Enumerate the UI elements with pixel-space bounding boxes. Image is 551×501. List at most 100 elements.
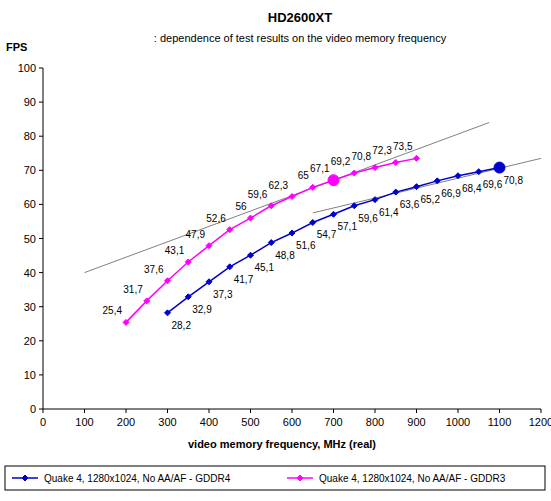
- data-label: 65,2: [421, 194, 441, 205]
- x-tick-label: 600: [283, 416, 301, 428]
- legend-label: Quake 4, 1280x1024, No AA/AF - GDDR3: [319, 473, 506, 484]
- legend-marker: [22, 475, 28, 481]
- y-tick-label: 100: [18, 62, 36, 74]
- series-marker: [268, 203, 274, 209]
- y-tick: [39, 272, 43, 273]
- x-tick-label: 700: [324, 416, 342, 428]
- series-marker: [165, 278, 171, 284]
- data-label: 25,4: [103, 305, 123, 316]
- series-marker: [289, 194, 295, 200]
- x-tick: [84, 409, 85, 413]
- data-label: 37,3: [213, 289, 233, 300]
- data-label: 28,2: [172, 320, 192, 331]
- series-marker: [414, 155, 420, 161]
- y-tick: [39, 409, 43, 410]
- series-marker: [227, 264, 233, 270]
- series-marker: [144, 298, 150, 304]
- series-marker: [351, 170, 357, 176]
- x-tick-label: 500: [241, 416, 259, 428]
- data-label: 54,7: [317, 229, 337, 240]
- data-label: 41,7: [234, 274, 254, 285]
- legend-marker: [297, 475, 303, 481]
- y-tick-label: 90: [24, 96, 36, 108]
- x-tick: [458, 409, 459, 413]
- x-tick: [250, 409, 251, 413]
- y-tick: [39, 238, 43, 239]
- x-axis-label: video memory frequency, MHz (real): [188, 438, 376, 450]
- series-marker: [289, 230, 295, 236]
- x-tick: [499, 409, 500, 413]
- x-tick-label: 1000: [446, 416, 470, 428]
- data-label: 65: [298, 170, 310, 181]
- series-marker: [268, 240, 274, 246]
- data-label: 48,8: [275, 250, 295, 261]
- series-marker: [455, 173, 461, 179]
- series-marker: [248, 215, 254, 221]
- series-line: [168, 168, 500, 313]
- series-marker: [372, 197, 378, 203]
- series-marker: [351, 203, 357, 209]
- y-tick-label: 60: [24, 198, 36, 210]
- background: [0, 0, 551, 501]
- x-tick: [209, 409, 210, 413]
- data-label: 32,9: [192, 304, 212, 315]
- data-label: 45,1: [255, 262, 275, 273]
- series-marker: [434, 178, 440, 184]
- x-tick: [416, 409, 417, 413]
- trend-line: [85, 123, 490, 273]
- data-label: 31,7: [123, 284, 143, 295]
- x-tick: [292, 409, 293, 413]
- data-label: 52,6: [206, 213, 226, 224]
- y-tick-label: 20: [24, 335, 36, 347]
- series-marker: [185, 259, 191, 265]
- y-tick-label: 0: [30, 403, 36, 415]
- legend-label: Quake 4, 1280x1024, No AA/AF - GDDR4: [44, 473, 231, 484]
- data-label: 47,9: [186, 229, 206, 240]
- x-tick-label: 1200: [529, 416, 551, 428]
- series-marker: [331, 211, 337, 217]
- y-axis-label: FPS: [6, 41, 27, 53]
- data-label: 56: [235, 201, 247, 212]
- data-label: 73,5: [393, 141, 413, 152]
- y-tick: [39, 340, 43, 341]
- series-marker: [206, 279, 212, 285]
- highlight-point: [328, 175, 339, 186]
- data-label: 67,1: [310, 163, 330, 174]
- y-tick: [39, 306, 43, 307]
- title: HD2600XT: [268, 10, 332, 25]
- data-label: 59,6: [358, 213, 378, 224]
- data-label: 51,6: [296, 240, 316, 251]
- data-label: 68,4: [462, 183, 482, 194]
- series-marker: [227, 227, 233, 233]
- y-tick: [39, 68, 43, 69]
- series-marker: [123, 319, 129, 325]
- data-label: 61,4: [379, 207, 399, 218]
- series-marker: [206, 243, 212, 249]
- x-tick: [541, 409, 542, 413]
- y-tick-label: 40: [24, 267, 36, 279]
- series-marker: [393, 159, 399, 165]
- y-tick-label: 50: [24, 233, 36, 245]
- legend-box: [5, 466, 545, 490]
- legend: Quake 4, 1280x1024, No AA/AF - GDDR4 Quak…: [5, 466, 545, 490]
- x-tick: [126, 409, 127, 413]
- data-label: 59,6: [248, 189, 268, 200]
- x-tick-label: 0: [40, 416, 46, 428]
- y-tick-label: 80: [24, 130, 36, 142]
- series-marker: [414, 184, 420, 190]
- x-tick-label: 400: [200, 416, 218, 428]
- series-marker: [393, 189, 399, 195]
- x-tick-label: 200: [117, 416, 135, 428]
- x-tick-label: 100: [75, 416, 93, 428]
- data-label: 69,6: [483, 179, 503, 190]
- series-marker: [165, 310, 171, 316]
- data-label: 70,8: [504, 175, 524, 186]
- x-tick: [43, 409, 44, 413]
- y-tick: [39, 102, 43, 103]
- data-label: 43,1: [165, 245, 185, 256]
- series-marker: [310, 184, 316, 190]
- x-tick: [333, 409, 334, 413]
- y-tick-label: 10: [24, 369, 36, 381]
- series-marker: [185, 294, 191, 300]
- x-tick-label: 1100: [488, 416, 512, 428]
